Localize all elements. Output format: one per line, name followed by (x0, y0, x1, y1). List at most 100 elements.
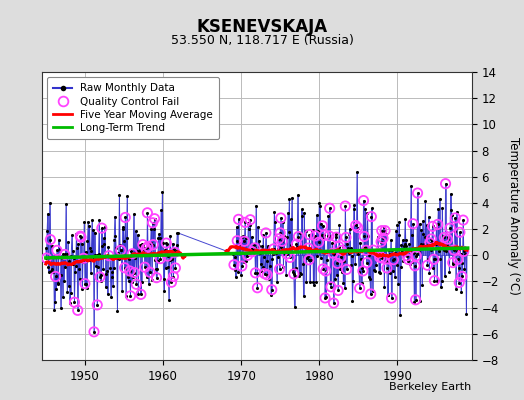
Point (329, 250, 337, 256)
Point (402, 237, 411, 243)
Point (327, 284, 335, 290)
Point (325, 205, 334, 212)
Point (275, 266, 283, 272)
Point (422, 242, 430, 248)
Point (347, 253, 356, 259)
Point (377, 239, 385, 245)
Point (164, 264, 172, 270)
Point (51, 273, 60, 280)
Point (229, 250, 237, 257)
Point (239, 259, 248, 266)
Point (121, 264, 129, 271)
Point (280, 232, 288, 239)
Point (275, 236, 283, 242)
Point (65, 258, 73, 264)
Point (271, 219, 279, 226)
Point (285, 196, 293, 202)
Point (248, 248, 256, 255)
Point (347, 262, 355, 268)
Point (277, 215, 285, 221)
Point (125, 256, 133, 262)
Point (378, 255, 387, 261)
Point (385, 251, 394, 258)
Point (314, 239, 323, 246)
Point (369, 247, 377, 253)
Point (344, 245, 352, 251)
Point (62, 201, 70, 208)
Point (90, 329, 98, 335)
Point (358, 265, 366, 271)
Point (158, 188, 167, 195)
Point (96, 274, 104, 280)
Point (113, 307, 122, 314)
Point (409, 220, 417, 227)
Point (438, 278, 446, 285)
Point (403, 258, 412, 264)
Point (333, 260, 342, 266)
Point (70, 255, 78, 262)
Point (327, 284, 335, 290)
Point (127, 279, 136, 285)
Point (319, 266, 328, 272)
Point (266, 263, 274, 270)
Point (290, 271, 298, 277)
Point (333, 260, 342, 266)
Point (59, 293, 67, 300)
Point (88, 217, 96, 223)
Point (54, 281, 62, 287)
Point (135, 245, 144, 252)
Point (154, 235, 162, 242)
Point (57, 304, 65, 311)
Point (167, 248, 175, 254)
Point (139, 247, 148, 253)
Point (128, 250, 137, 257)
Point (412, 252, 420, 259)
Point (273, 279, 281, 285)
Point (150, 226, 158, 232)
Point (274, 246, 282, 252)
Point (248, 248, 256, 255)
Point (252, 202, 260, 209)
Point (259, 232, 267, 238)
Point (123, 193, 132, 199)
Point (425, 240, 434, 246)
Point (310, 282, 318, 288)
Point (461, 250, 470, 257)
Point (359, 268, 367, 274)
Point (290, 304, 299, 310)
Point (430, 256, 438, 262)
Point (263, 258, 271, 264)
Point (75, 266, 83, 272)
Point (129, 211, 138, 217)
Point (51, 273, 60, 280)
Point (44, 264, 52, 270)
Point (168, 256, 176, 262)
Point (384, 292, 392, 298)
Point (145, 240, 154, 246)
Point (62, 251, 71, 258)
Text: 53.550 N, 118.717 E (Russia): 53.550 N, 118.717 E (Russia) (171, 34, 353, 47)
Point (103, 268, 111, 274)
Point (92, 263, 100, 270)
Point (441, 272, 449, 279)
Point (96, 274, 104, 280)
Point (402, 242, 410, 249)
Point (169, 273, 178, 280)
Point (137, 291, 145, 298)
Point (405, 241, 413, 247)
Point (435, 248, 443, 254)
Point (383, 265, 391, 271)
Point (77, 234, 85, 240)
Point (316, 255, 325, 261)
Point (360, 233, 368, 240)
Point (260, 270, 269, 277)
Point (449, 261, 457, 268)
Point (238, 234, 247, 240)
Point (121, 214, 129, 221)
Point (232, 274, 240, 280)
Point (431, 256, 439, 262)
Point (444, 234, 452, 240)
Point (341, 203, 350, 209)
Point (92, 252, 101, 258)
Point (409, 220, 417, 227)
